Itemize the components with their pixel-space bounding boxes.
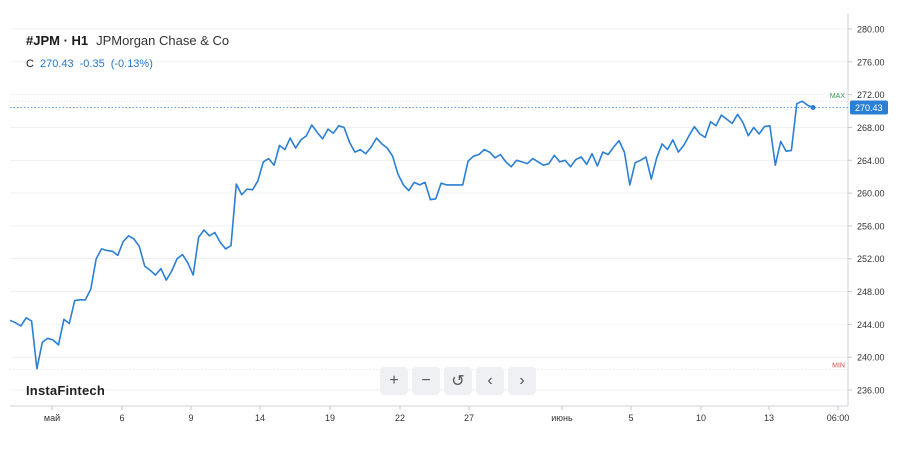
close-label: C [26,58,34,70]
min-label: MIN [832,362,845,369]
y-tick-label: 244.00 [857,320,885,330]
brand-logo: InstaFintech [26,383,105,398]
x-tick-label: 06:00 [827,413,850,423]
price-axis: 280.00 276.00 272.00 268.00 264.00 260.00 256.… [848,25,885,396]
x-tick-label: 6 [119,413,124,423]
x-tick-label: июнь [551,413,573,423]
x-tick-label: 9 [188,413,193,423]
last-price-point [810,105,816,111]
time-axis: май 6 9 14 19 22 27 июнь 5 10 13 06:00 [44,406,849,423]
x-tick-label: 13 [764,413,774,423]
y-tick-label: 248.00 [857,287,885,297]
zoom-in-button[interactable]: + [380,367,408,395]
chart-header: #JPM · H1 JPMorgan Chase & Co C 270.43 -… [26,33,229,70]
reset-view-button[interactable]: ↺ [444,367,472,395]
y-tick-label: 240.00 [857,353,885,363]
last-price-badge: 270.43 [850,100,888,115]
y-tick-label: 268.00 [857,123,885,133]
max-label: MAX [830,93,846,100]
y-tick-label: 272.00 [857,90,885,100]
y-tick-label: 280.00 [857,25,885,35]
scroll-left-button[interactable]: ‹ [476,367,504,395]
x-tick-label: 5 [628,413,633,423]
y-tick-label: 264.00 [857,156,885,166]
x-tick-label: 10 [696,413,706,423]
y-tick-label: 236.00 [857,386,885,396]
close-value: 270.43 [39,58,74,70]
scroll-right-button[interactable]: › [508,367,536,395]
y-tick-label: 256.00 [857,221,885,231]
quote-row: C 270.43 -0.35 (-0.13%) [26,58,229,70]
x-tick-label: 22 [395,413,405,423]
chart-toolbar: + − ↺ ‹ › [380,367,536,395]
price-line [9,100,814,370]
last-price-badge-label: 270.43 [855,103,883,113]
y-tick-label: 252.00 [857,254,885,264]
x-tick-label: 14 [255,413,265,423]
zoom-out-button[interactable]: − [412,367,440,395]
x-tick-label: май [44,413,60,423]
y-tick-label: 276.00 [857,57,885,67]
price-change-percent: (-0.13%) [110,58,153,70]
x-tick-label: 27 [464,413,474,423]
max-min-markers: MAX MIN [10,93,848,370]
grid [10,28,848,391]
last-price-badge-bg [850,100,888,115]
price-change: -0.35 [79,58,105,70]
company-name: JPMorgan Chase & Co [96,33,230,48]
x-tick-label: 19 [325,413,335,423]
y-tick-label: 260.00 [857,189,885,199]
ticker-symbol[interactable]: #JPM · H1 [26,33,89,48]
